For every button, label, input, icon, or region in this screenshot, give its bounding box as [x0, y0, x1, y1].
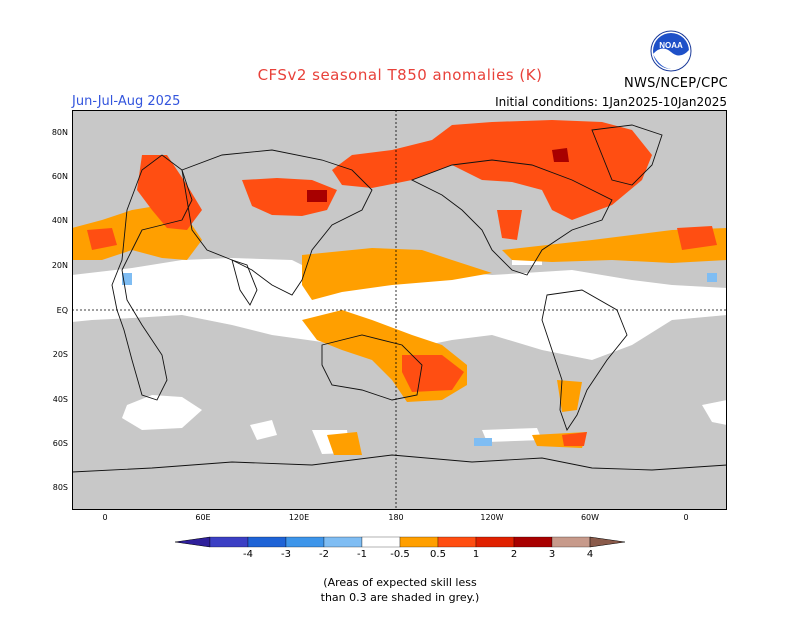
lat-label-80s: 80S	[52, 483, 68, 492]
colorbar-label: 4	[586, 549, 594, 560]
noaa-logo: NOAA	[650, 30, 692, 72]
colorbar-segment	[399, 536, 439, 548]
colorbar-segment	[209, 536, 249, 548]
cool-region-caribbean	[707, 273, 717, 282]
warm-region-spacific-red	[402, 355, 464, 392]
lat-label-40s: 40S	[52, 395, 68, 404]
colorbar-label: 2	[510, 549, 518, 560]
colorbar-segment	[551, 536, 591, 548]
warm-region-so-red	[562, 432, 587, 446]
south-white-patch-1	[122, 395, 202, 430]
skill-note-line-2: than 0.3 are shaded in grey.)	[320, 591, 480, 604]
colorbar-label: 0.5	[430, 549, 446, 560]
colorbar-segment	[513, 536, 553, 548]
cool-region-so	[474, 438, 492, 446]
colorbar-extend-high	[589, 536, 625, 548]
skill-note-line-1: (Areas of expected skill less	[323, 576, 477, 589]
colorbar-extend-low	[175, 536, 211, 548]
warm-region-sa-orange	[557, 380, 582, 412]
lon-label-180: 180	[388, 513, 404, 522]
lat-label-eq: EQ	[56, 306, 68, 315]
agency-label: NWS/NCEP/CPC	[623, 76, 728, 91]
lat-label-20s: 20S	[52, 350, 68, 359]
colorbar-segment	[361, 536, 401, 548]
warm-region-darkred-2	[552, 148, 569, 162]
warm-region-greenland-red	[332, 120, 652, 220]
colorbar-label: 3	[548, 549, 556, 560]
lat-label-60n: 60N	[51, 172, 68, 181]
lon-label-120e: 120E	[288, 513, 310, 522]
colorbar-label: -0.5	[390, 549, 410, 560]
warm-region-iberia-red	[87, 228, 117, 250]
lon-label-120w: 120W	[480, 513, 504, 522]
colorbar-segment	[247, 536, 287, 548]
colorbar-label: -2	[319, 549, 329, 560]
warm-region-med-red	[677, 226, 717, 250]
warm-region-so-orange-2	[327, 432, 362, 455]
coastlines	[72, 124, 727, 473]
tropical-white-band	[72, 258, 727, 360]
initial-conditions-label: Initial conditions: 1Jan2025-10Jan2025	[495, 95, 727, 109]
anomaly-map	[72, 110, 727, 510]
lat-label-40n: 40N	[51, 216, 68, 225]
colorbar-label: 1	[472, 549, 480, 560]
svg-text:NOAA: NOAA	[659, 41, 683, 50]
lat-label-80n: 80N	[51, 128, 68, 137]
warm-region-npacific-orange	[302, 248, 492, 300]
colorbar-label: -1	[357, 549, 367, 560]
map-title: CFSv2 seasonal T850 anomalies (K)	[257, 66, 543, 84]
colorbar-label: -3	[281, 549, 291, 560]
lat-label-60s: 60S	[52, 439, 68, 448]
season-label: Jun-Jul-Aug 2025	[72, 94, 181, 109]
south-white-patch-5	[702, 400, 727, 425]
lon-label-0-right: 0	[683, 513, 689, 522]
map-frame	[72, 110, 727, 510]
warm-region-asia-red	[242, 178, 337, 216]
warm-region-europe-red	[137, 155, 202, 230]
colorbar-label: -4	[243, 549, 253, 560]
colorbar-segment	[323, 536, 363, 548]
warm-region-darkred-1	[307, 190, 327, 202]
lon-label-0: 0	[102, 513, 108, 522]
lat-label-20n: 20N	[51, 261, 68, 270]
colorbar-segment	[285, 536, 325, 548]
lon-label-60e: 60E	[195, 513, 211, 522]
colorbar-segment	[437, 536, 477, 548]
south-white-patch-2	[250, 420, 277, 440]
warm-region-atlantic-orange	[502, 228, 727, 263]
colorbar	[175, 536, 625, 548]
cool-region-africa	[122, 273, 132, 285]
lon-label-60w: 60W	[580, 513, 600, 522]
south-white-patch-4	[482, 428, 542, 442]
colorbar-segment	[475, 536, 515, 548]
warm-region-namerica-red	[497, 210, 522, 240]
skill-note: (Areas of expected skill less than 0.3 a…	[300, 575, 500, 605]
